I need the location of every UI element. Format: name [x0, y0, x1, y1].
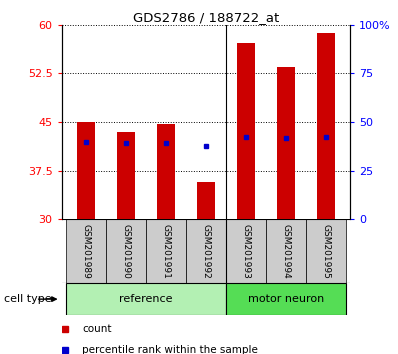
Bar: [186, 219, 226, 283]
Bar: [306, 219, 346, 283]
Bar: [157, 124, 175, 219]
Text: GSM201990: GSM201990: [121, 224, 130, 279]
Text: percentile rank within the sample: percentile rank within the sample: [82, 346, 258, 354]
Bar: [66, 219, 106, 283]
Text: cell type: cell type: [4, 294, 52, 304]
Bar: [66, 283, 226, 315]
Bar: [117, 132, 135, 219]
Bar: [77, 122, 95, 219]
Bar: [237, 43, 255, 219]
Bar: [197, 182, 215, 219]
Text: GSM201992: GSM201992: [201, 224, 211, 279]
Title: GDS2786 / 188722_at: GDS2786 / 188722_at: [133, 11, 279, 24]
Bar: [226, 219, 266, 283]
Text: GSM201991: GSM201991: [161, 224, 170, 279]
Bar: [266, 219, 306, 283]
Bar: [146, 219, 186, 283]
Text: GSM201994: GSM201994: [282, 224, 291, 279]
Text: GSM201989: GSM201989: [81, 224, 90, 279]
Bar: [277, 67, 295, 219]
Text: motor neuron: motor neuron: [248, 294, 324, 304]
Text: GSM201993: GSM201993: [242, 224, 251, 279]
Text: reference: reference: [119, 294, 173, 304]
Bar: [106, 219, 146, 283]
Text: count: count: [82, 324, 111, 334]
Text: GSM201995: GSM201995: [322, 224, 331, 279]
Bar: [317, 33, 335, 219]
Bar: [226, 283, 346, 315]
